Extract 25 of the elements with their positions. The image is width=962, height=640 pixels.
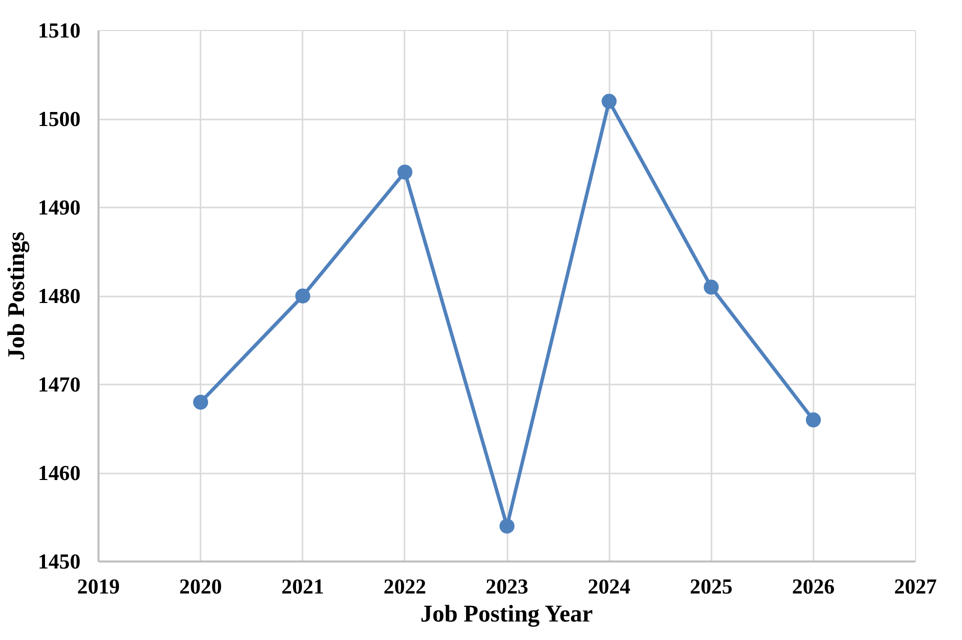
x-tick-label: 2019 [77, 574, 120, 598]
point [295, 288, 310, 304]
x-tick-label: 2027 [894, 574, 938, 598]
x-tick-label: 2022 [384, 574, 426, 598]
y-tick-label: 1460 [38, 461, 80, 485]
point [193, 394, 208, 410]
y-tick-label: 1450 [38, 550, 80, 574]
y-tick-label: 1490 [38, 196, 80, 220]
x-axis-title: Job Posting Year [420, 602, 594, 628]
point [500, 518, 514, 534]
point [602, 94, 617, 109]
x-tick-label: 2023 [486, 574, 528, 598]
x-tick-label: 2025 [690, 574, 733, 598]
point [397, 164, 412, 180]
point [704, 280, 719, 295]
x-tick-label: 2020 [179, 574, 222, 598]
y-tick-label: 1500 [38, 107, 80, 131]
y-tick-label: 1480 [38, 284, 80, 308]
x-tick-label: 2024 [588, 574, 631, 598]
x-tick-label: 2021 [281, 574, 324, 598]
y-tick-label: 1470 [38, 372, 80, 396]
x-tick-label: 2026 [792, 574, 836, 598]
point [806, 412, 821, 428]
y-axis-title: Job Postings [4, 232, 30, 360]
y-tick-label: 1510 [38, 18, 80, 42]
